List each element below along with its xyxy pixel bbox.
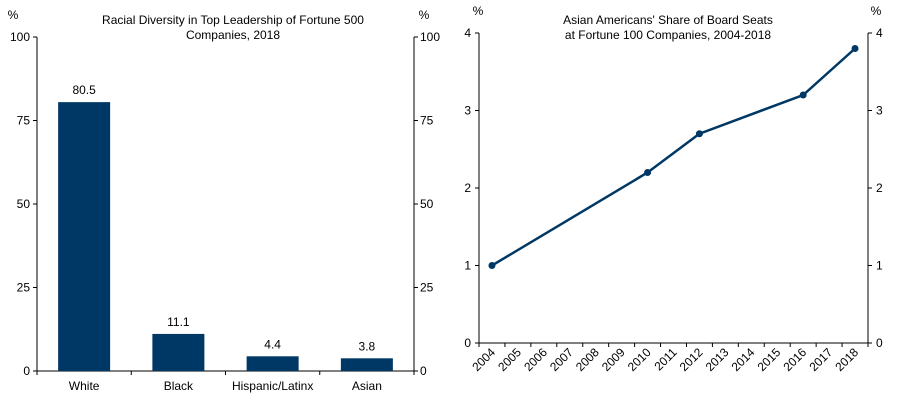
line-y-tick-label-right: 2 xyxy=(876,181,883,195)
line-x-tick-label: 2018 xyxy=(832,345,861,374)
bar xyxy=(152,333,205,371)
bar-category-label: White xyxy=(69,379,100,393)
bar-y-tick-label-left: 0 xyxy=(23,364,30,378)
line-chart: % % Asian Americans' Share of Board Seat… xyxy=(464,4,883,374)
bar-category-label: Hispanic/Latinx xyxy=(232,379,313,393)
bar-value-label: 80.5 xyxy=(72,83,96,97)
line-x-tick-label: 2007 xyxy=(547,345,576,374)
bar-category-label: Black xyxy=(164,379,194,393)
bar-y-tick-label-left: 75 xyxy=(17,114,31,128)
line-x-tick-label: 2012 xyxy=(677,345,706,374)
bar xyxy=(246,356,299,371)
bar-y-tick-label-right: 25 xyxy=(420,281,434,295)
bar-y-tick-label-right: 50 xyxy=(420,197,434,211)
line-point xyxy=(695,130,703,138)
bar-y-tick-label-right: 0 xyxy=(420,364,427,378)
line-series xyxy=(491,47,856,267)
line-x-tick-label: 2008 xyxy=(573,345,602,374)
line-point xyxy=(799,91,807,99)
bar xyxy=(340,358,393,371)
bar-y-tick-label-left: 100 xyxy=(10,30,30,44)
line-x-tick-label: 2004 xyxy=(469,345,498,374)
bar-chart-marks: 80.5 White 11.1 Black 4.4 Hispanic/Latinx 3.8 A… xyxy=(58,83,393,393)
bar-unit-left: % xyxy=(8,8,19,22)
line-x-tick-label: 2016 xyxy=(781,345,810,374)
line-x-tick-label: 2017 xyxy=(806,345,835,374)
bar-category-label: Asian xyxy=(352,379,382,393)
line-y-tick-label-left: 2 xyxy=(464,181,471,195)
line-y-tick-label-left: 0 xyxy=(464,336,471,350)
line-y-tick-label-right: 3 xyxy=(876,104,883,118)
bar-y-tick-label-left: 50 xyxy=(17,197,31,211)
line-y-tick-label-left: 1 xyxy=(464,259,471,273)
line-x-tick-label: 2010 xyxy=(625,345,654,374)
bar-chart-title-line-2: Companies, 2018 xyxy=(186,28,280,42)
line-x-tick-label: 2005 xyxy=(495,345,524,374)
bar-value-label: 3.8 xyxy=(359,339,376,353)
bar-y-tick-label-left: 25 xyxy=(17,281,31,295)
line-chart-title-line-1: Asian Americans' Share of Board Seats xyxy=(563,13,773,27)
line-y-tick-label-right: 0 xyxy=(876,336,883,350)
line-point xyxy=(644,169,652,176)
line-x-tick-label: 2013 xyxy=(703,345,732,374)
bar-value-label: 4.4 xyxy=(264,337,281,351)
line-chart-marks xyxy=(488,45,859,269)
line-chart-title-line-2: at Fortune 100 Companies, 2004-2018 xyxy=(565,28,771,42)
line-unit-left: % xyxy=(473,4,484,18)
line-y-tick-label-left: 4 xyxy=(464,26,471,40)
bar-y-tick-label-right: 100 xyxy=(420,30,440,44)
line-y-tick-label-left: 3 xyxy=(464,104,471,118)
line-y-tick-label-right: 1 xyxy=(876,259,883,273)
line-x-tick-label: 2015 xyxy=(755,345,784,374)
bar-y-tick-label-right: 75 xyxy=(420,114,434,128)
line-point xyxy=(488,262,496,269)
bar-chart: % % Racial Diversity in Top Leadership o… xyxy=(8,8,441,393)
bar-value-label: 11.1 xyxy=(167,315,190,329)
line-x-tick-label: 2014 xyxy=(729,345,758,374)
bar-chart-title-line-1: Racial Diversity in Top Leadership of Fo… xyxy=(102,13,364,27)
line-x-tick-label: 2006 xyxy=(521,345,550,374)
line-y-tick-label-right: 4 xyxy=(876,26,883,40)
line-point xyxy=(851,45,859,52)
bar-unit-right: % xyxy=(419,8,430,22)
line-x-tick-label: 2009 xyxy=(599,345,628,374)
line-x-tick-label: 2011 xyxy=(651,345,679,373)
bar xyxy=(58,102,111,371)
line-unit-right: % xyxy=(871,4,882,18)
